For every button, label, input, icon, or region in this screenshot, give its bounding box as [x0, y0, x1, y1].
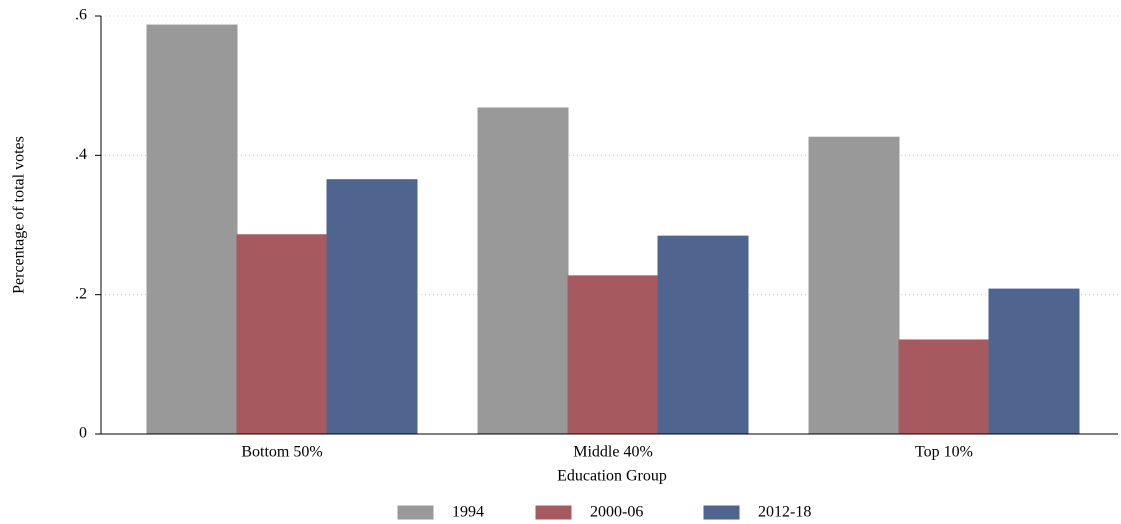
bar	[898, 339, 990, 435]
bar	[808, 136, 900, 435]
bar	[657, 235, 749, 435]
legend-swatch	[397, 505, 434, 520]
legend-label: 1994	[452, 504, 484, 521]
x-tick-label: Top 10%	[915, 444, 973, 461]
bar	[988, 288, 1080, 435]
y-tick-label: 0	[79, 425, 87, 442]
legend-label: 2000-06	[590, 504, 643, 521]
legend-swatch	[535, 505, 572, 520]
bar	[326, 179, 418, 435]
legend-label: 2012-18	[758, 504, 811, 521]
y-axis-title: Percentage of total votes	[11, 136, 28, 294]
bar	[477, 107, 569, 435]
y-tick-label: .6	[75, 7, 87, 24]
bar	[236, 234, 328, 435]
x-tick-label: Bottom 50%	[241, 444, 322, 461]
legend-swatch	[703, 505, 740, 520]
bar	[567, 275, 659, 435]
x-tick-label: Middle 40%	[573, 444, 653, 461]
bar	[146, 24, 238, 435]
x-axis-title: Education Group	[557, 468, 667, 485]
y-tick-label: .2	[75, 285, 87, 302]
y-tick-label: .4	[75, 146, 87, 163]
